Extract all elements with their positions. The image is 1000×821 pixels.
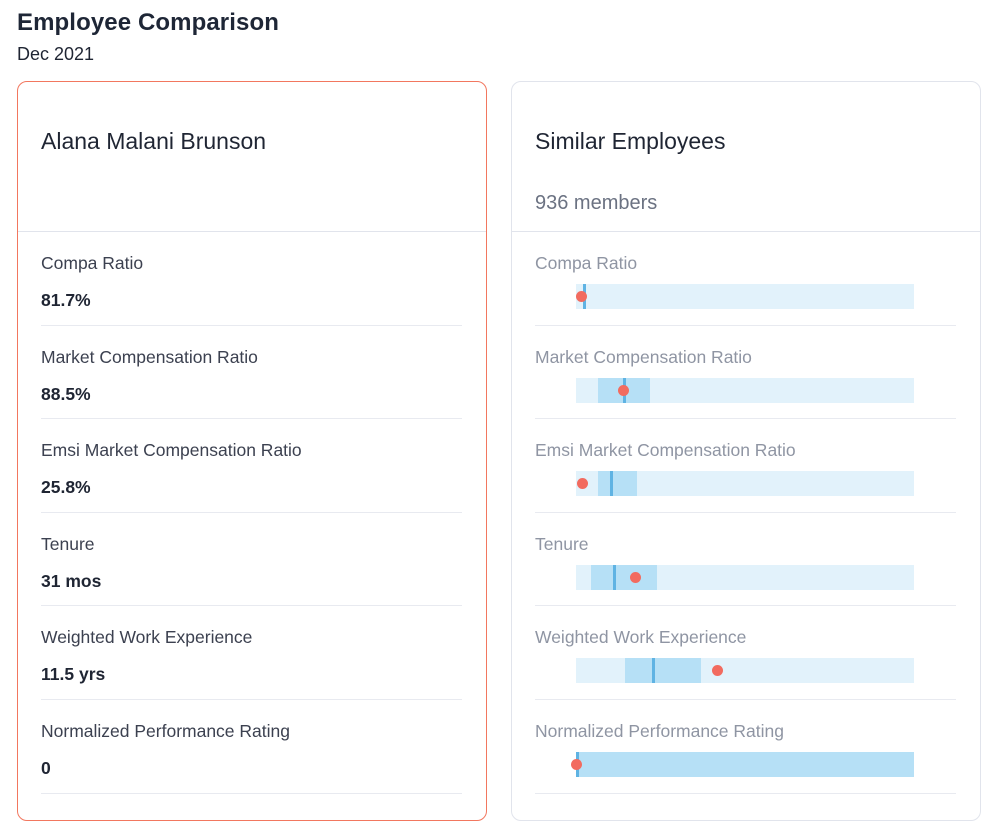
employee-position-dot[interactable] [617, 384, 629, 396]
metric-label: Emsi Market Compensation Ratio [535, 440, 796, 461]
similar-metric-row: Emsi Market Compensation Ratio [535, 419, 956, 513]
similar-metric-row: Market Compensation Ratio [535, 326, 956, 420]
metric-label: Tenure [41, 533, 95, 554]
similar-metric-row: Normalized Performance Rating [535, 700, 956, 794]
median-marker [652, 658, 656, 684]
employee-metric-row: Normalized Performance Rating 0 [41, 700, 462, 794]
employee-position-dot[interactable] [712, 665, 724, 677]
metric-value: 0 [41, 757, 51, 778]
distribution-range-bar[interactable] [570, 751, 914, 777]
similar-employees-card: Similar Employees 936 members Compa Rati… [511, 81, 981, 821]
similar-metric-row: Tenure [535, 513, 956, 607]
metric-value: 81.7% [41, 290, 91, 310]
similar-metric-row: Compa Ratio [535, 232, 956, 326]
interquartile-range [597, 471, 637, 497]
metric-value: 25.8% [41, 477, 91, 498]
interquartile-range [625, 658, 702, 684]
employee-position-dot[interactable] [575, 291, 587, 302]
employee-metric-row: Emsi Market Compensation Ratio 25.8% [41, 419, 462, 513]
median-marker [609, 471, 613, 497]
metric-label: Tenure [535, 533, 589, 554]
metric-label: Normalized Performance Rating [535, 720, 784, 741]
distribution-range-bar[interactable] [575, 284, 914, 309]
interquartile-range [591, 564, 658, 590]
distribution-range-bar[interactable] [576, 471, 914, 497]
page-subtitle: Dec 2021 [17, 44, 95, 64]
distribution-range-bar[interactable] [576, 377, 914, 403]
employee-name: Alana Malani Brunson [41, 128, 267, 154]
page-title: Employee Comparison [17, 9, 279, 36]
member-count: 936 members [535, 192, 658, 214]
metric-label: Compa Ratio [41, 253, 144, 273]
metric-label: Weighted Work Experience [41, 627, 253, 648]
employee-metric-list: Compa Ratio 81.7% Market Compensation Ra… [18, 232, 486, 794]
metric-label: Market Compensation Ratio [41, 346, 258, 367]
employee-metric-row: Compa Ratio 81.7% [41, 232, 462, 326]
employee-metric-row: Market Compensation Ratio 88.5% [41, 326, 462, 420]
employee-metric-row: Weighted Work Experience 11.5 yrs [41, 606, 462, 700]
employee-position-dot[interactable] [629, 571, 641, 583]
metric-value: 31 mos [41, 570, 102, 591]
metric-label: Emsi Market Compensation Ratio [41, 440, 302, 461]
employee-card-header: Alana Malani Brunson [18, 82, 486, 232]
similar-employees-title: Similar Employees [535, 128, 726, 154]
similar-metric-list: Compa Ratio Market Compensation Ratio Em… [512, 232, 980, 794]
employee-position-dot[interactable] [570, 758, 582, 770]
distribution-range-bar[interactable] [576, 564, 914, 590]
employee-metric-row: Tenure 31 mos [41, 513, 462, 607]
metric-value: 11.5 yrs [41, 664, 106, 685]
metric-value: 88.5% [41, 383, 91, 404]
distribution-range-bar[interactable] [576, 658, 914, 684]
similar-metric-row: Weighted Work Experience [535, 606, 956, 700]
metric-label: Normalized Performance Rating [41, 720, 290, 741]
metric-label: Weighted Work Experience [535, 627, 747, 648]
employee-card: Alana Malani Brunson Compa Ratio 81.7% M… [17, 81, 487, 821]
median-marker [613, 564, 617, 590]
employee-position-dot[interactable] [576, 478, 588, 490]
similar-card-header: Similar Employees 936 members [512, 82, 980, 232]
metric-label: Compa Ratio [535, 253, 638, 273]
metric-label: Market Compensation Ratio [535, 346, 752, 367]
interquartile-range [576, 751, 914, 777]
